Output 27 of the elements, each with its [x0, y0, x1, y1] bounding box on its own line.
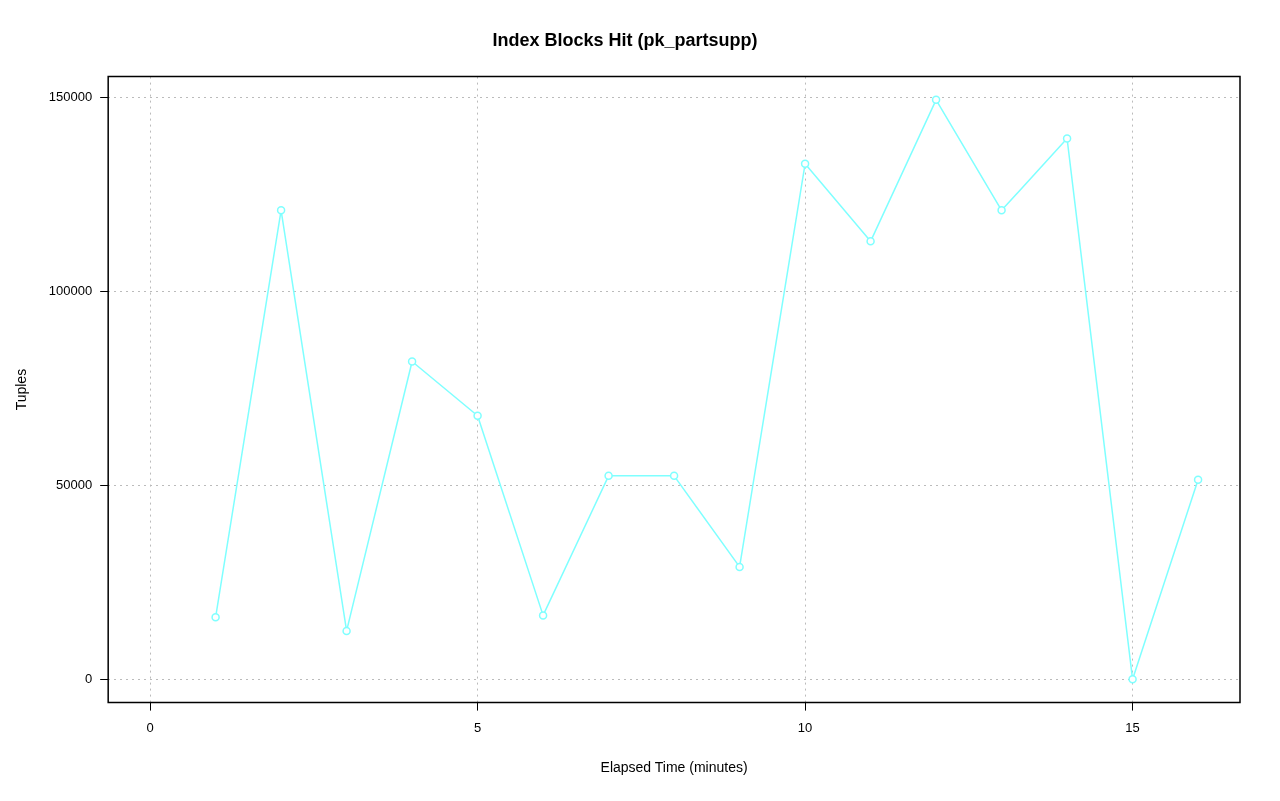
point: [1062, 134, 1072, 143]
point: [211, 613, 220, 622]
point: [342, 626, 351, 636]
point: [866, 237, 875, 246]
point: [1193, 475, 1203, 484]
y-tick-label: 100000: [48, 283, 93, 299]
point: [1128, 675, 1137, 684]
point: [669, 471, 679, 481]
x-tick-label: 10: [797, 719, 813, 735]
point: [538, 611, 548, 620]
point: [604, 471, 613, 481]
y-axis-title: Tuples: [13, 368, 30, 411]
chart-title: Index Blocks Hit (pk_partsupp): [492, 29, 758, 50]
x-tick-label: 0: [146, 719, 154, 735]
point: [997, 206, 1006, 215]
y-tick-label: 0: [84, 670, 93, 686]
y-tick-label: 50000: [56, 477, 93, 493]
point: [473, 411, 482, 421]
point: [407, 357, 417, 366]
point: [735, 562, 744, 572]
point: [276, 206, 286, 215]
x-tick-label: 5: [473, 719, 482, 735]
y-tick-label: 150000: [48, 89, 93, 105]
point: [800, 159, 810, 169]
x-tick-label: 15: [1125, 719, 1140, 735]
x-axis-title: Elapsed Time (minutes): [600, 759, 748, 776]
point: [931, 95, 941, 105]
